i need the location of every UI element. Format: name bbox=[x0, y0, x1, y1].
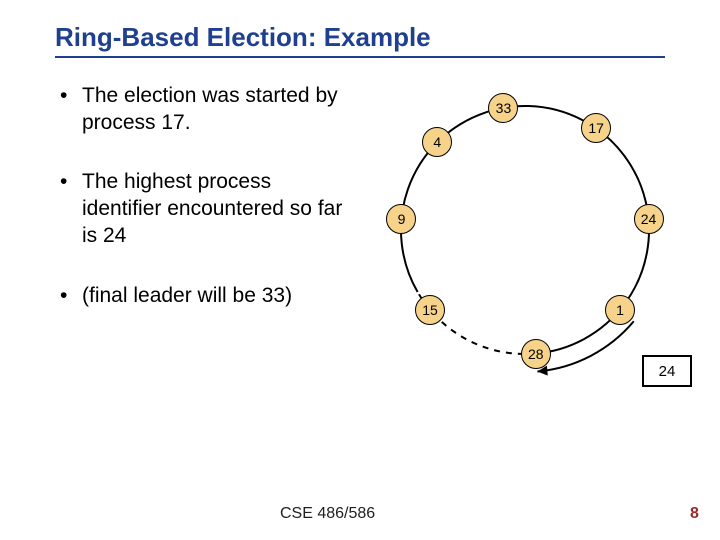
bullet-item: •The election was started by process 17. bbox=[60, 82, 350, 136]
ring-node-label: 15 bbox=[422, 302, 438, 318]
ring-node-label: 9 bbox=[398, 211, 406, 227]
bullet-text: The highest process identifier encounter… bbox=[60, 168, 350, 249]
ring-node-label: 1 bbox=[616, 302, 624, 318]
ring-diagram: 33 17 24 1 28 15 9 4 24 bbox=[350, 70, 710, 390]
ring-node-label: 17 bbox=[588, 120, 604, 136]
ring-node: 15 bbox=[415, 295, 445, 325]
page-number: 8 bbox=[690, 505, 699, 523]
bullet-item: •(final leader will be 33) bbox=[60, 282, 350, 309]
ring-node-label: 4 bbox=[433, 134, 441, 150]
ring-node: 1 bbox=[605, 295, 635, 325]
message-box: 24 bbox=[642, 355, 692, 387]
slide-title: Ring-Based Election: Example bbox=[55, 22, 431, 53]
bullet-dot-icon: • bbox=[60, 282, 67, 309]
bullet-item: •The highest process identifier encounte… bbox=[60, 168, 350, 249]
ring-node-label: 24 bbox=[641, 211, 657, 227]
bullet-dot-icon: • bbox=[60, 168, 67, 195]
ring-node: 24 bbox=[634, 204, 664, 234]
ring-node-label: 33 bbox=[496, 100, 512, 116]
ring-node: 28 bbox=[521, 339, 551, 369]
bullet-dot-icon: • bbox=[60, 82, 67, 109]
bullet-text: (final leader will be 33) bbox=[60, 282, 350, 309]
ring-node-label: 28 bbox=[528, 346, 544, 362]
footer-text: CSE 486/586 bbox=[280, 505, 375, 523]
title-underline bbox=[55, 56, 665, 58]
bullet-text: The election was started by process 17. bbox=[60, 82, 350, 136]
